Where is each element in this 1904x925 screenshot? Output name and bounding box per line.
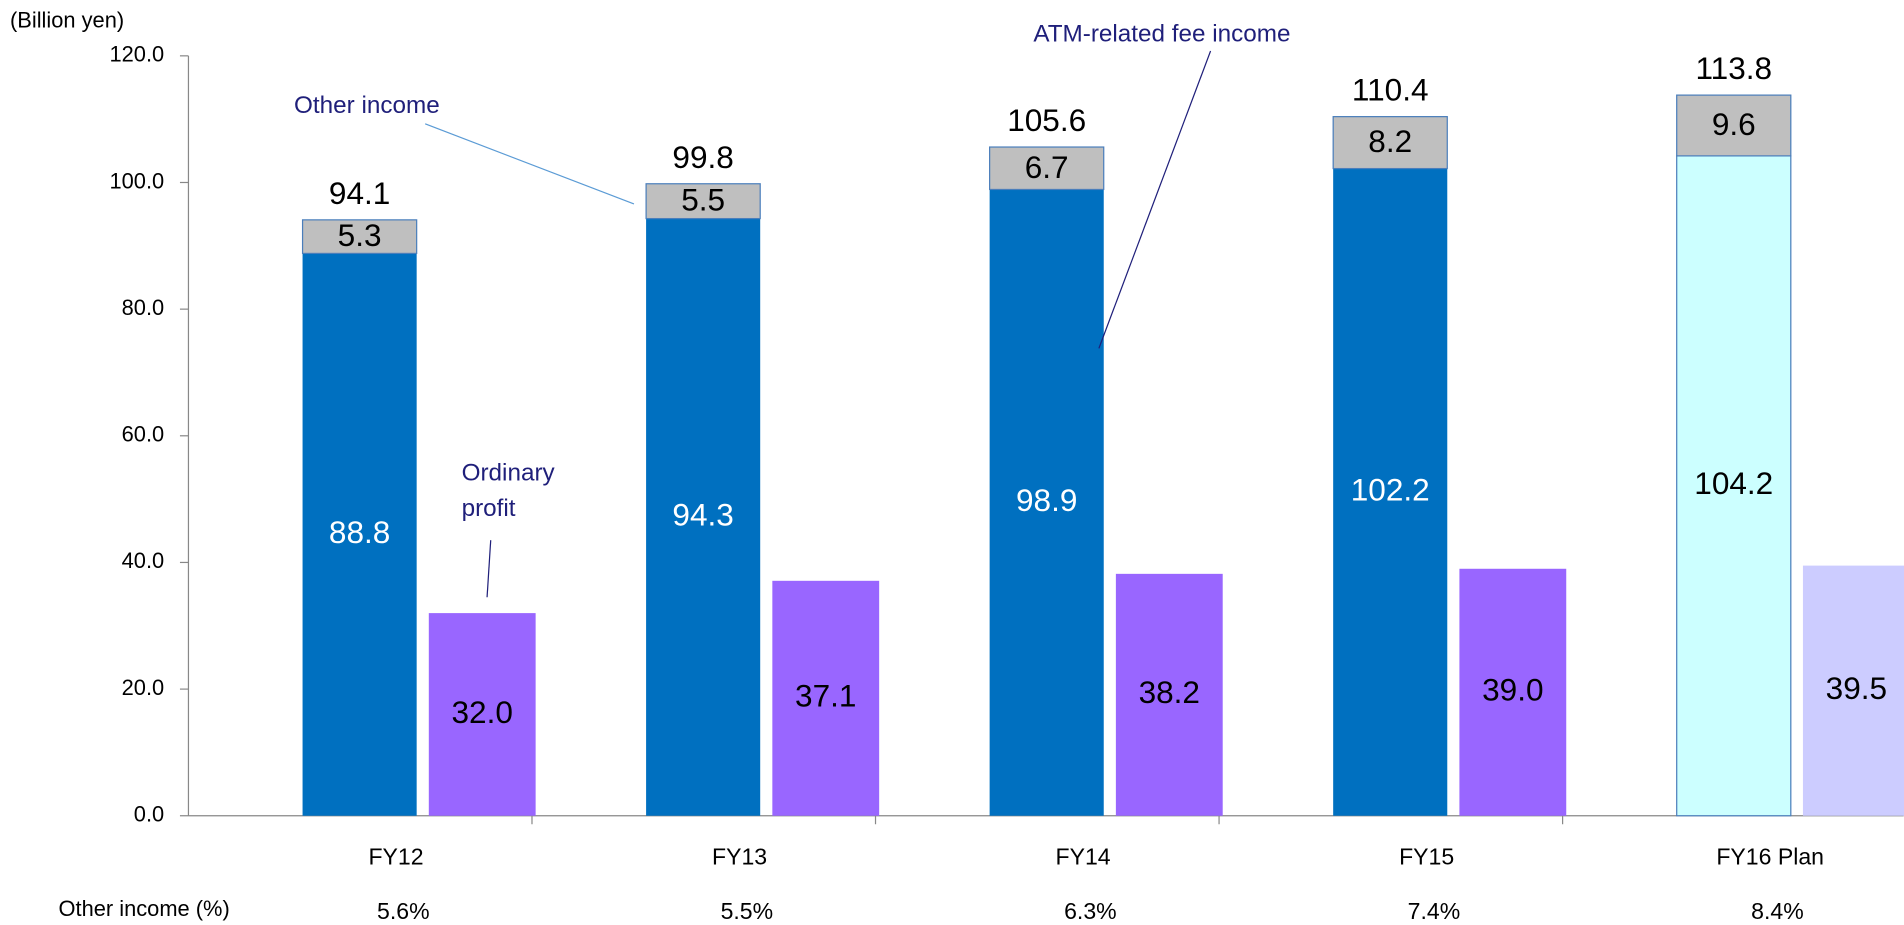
bar-segment xyxy=(1459,568,1567,816)
annotation: ATM-related fee income xyxy=(1033,21,1290,48)
value-label: 39.0 xyxy=(1482,672,1543,708)
bar-segment xyxy=(1115,573,1223,816)
total-label: 94.1 xyxy=(329,175,390,211)
annotation: Other income xyxy=(294,92,440,119)
bar-segment xyxy=(645,183,761,220)
total-label: 110.4 xyxy=(1352,72,1429,108)
callout-line xyxy=(1098,50,1212,349)
bar-segment xyxy=(989,146,1105,191)
bar-segment xyxy=(1676,155,1792,817)
y-tick-label: 20.0 xyxy=(122,675,165,700)
callout-line xyxy=(424,123,635,205)
bar-segment xyxy=(1676,94,1792,157)
value-label: 5.5 xyxy=(681,182,725,218)
value-label: 38.2 xyxy=(1139,674,1200,710)
value-label: 98.9 xyxy=(1016,482,1077,518)
y-tick-label: 80.0 xyxy=(122,295,165,320)
y-tick-label: 40.0 xyxy=(122,548,165,573)
value-label: 5.3 xyxy=(338,217,382,253)
value-label: 8.2 xyxy=(1368,123,1412,159)
bar-segment xyxy=(989,189,1104,816)
ratio-value: 7.4% xyxy=(1408,898,1461,924)
ratio-value: 8.4% xyxy=(1751,898,1804,924)
x-tick-label: FY16 Plan xyxy=(1716,843,1824,869)
bar-segment xyxy=(301,219,418,255)
x-tick-label: FY12 xyxy=(368,843,423,869)
bar-segment xyxy=(1802,565,1904,816)
bar-segment xyxy=(428,613,536,816)
callout-line xyxy=(486,540,492,598)
value-label: 39.5 xyxy=(1826,670,1887,706)
annotation-box: Ordinary profit xyxy=(461,460,555,522)
y-tick-label: 100.0 xyxy=(110,168,165,193)
y-tick-label: 120.0 xyxy=(110,42,165,67)
total-label: 113.8 xyxy=(1695,50,1772,86)
value-label: 6.7 xyxy=(1025,149,1069,185)
value-label: 88.8 xyxy=(329,514,390,550)
value-label: 9.6 xyxy=(1712,106,1756,142)
ratio-value: 6.3% xyxy=(1064,898,1117,924)
x-tick-label: FY14 xyxy=(1056,843,1111,869)
total-label: 105.6 xyxy=(1007,102,1086,138)
annotation: Ordinary profit xyxy=(461,460,555,522)
ratio-value: 5.5% xyxy=(721,898,774,924)
value-label: 37.1 xyxy=(795,678,856,714)
bar-segment xyxy=(646,218,761,816)
value-label: 94.3 xyxy=(672,497,733,533)
ratio-value: 5.6% xyxy=(377,898,430,924)
value-label: 102.2 xyxy=(1351,471,1430,507)
y-tick-label: 60.0 xyxy=(122,422,165,447)
value-label: 32.0 xyxy=(452,694,513,730)
ratio-label: Other income (%) xyxy=(59,896,230,921)
total-label: 99.8 xyxy=(672,139,733,175)
unit-label: (Billion yen) xyxy=(10,8,124,33)
bar-segment xyxy=(302,253,417,816)
y-tick-label: 0.0 xyxy=(134,802,164,827)
bar-segment xyxy=(1333,168,1448,816)
x-tick-label: FY15 xyxy=(1399,843,1454,869)
value-label: 104.2 xyxy=(1694,465,1773,501)
x-tick-label: FY13 xyxy=(712,843,767,869)
bar-segment xyxy=(772,580,880,816)
bar-segment xyxy=(1332,116,1448,170)
